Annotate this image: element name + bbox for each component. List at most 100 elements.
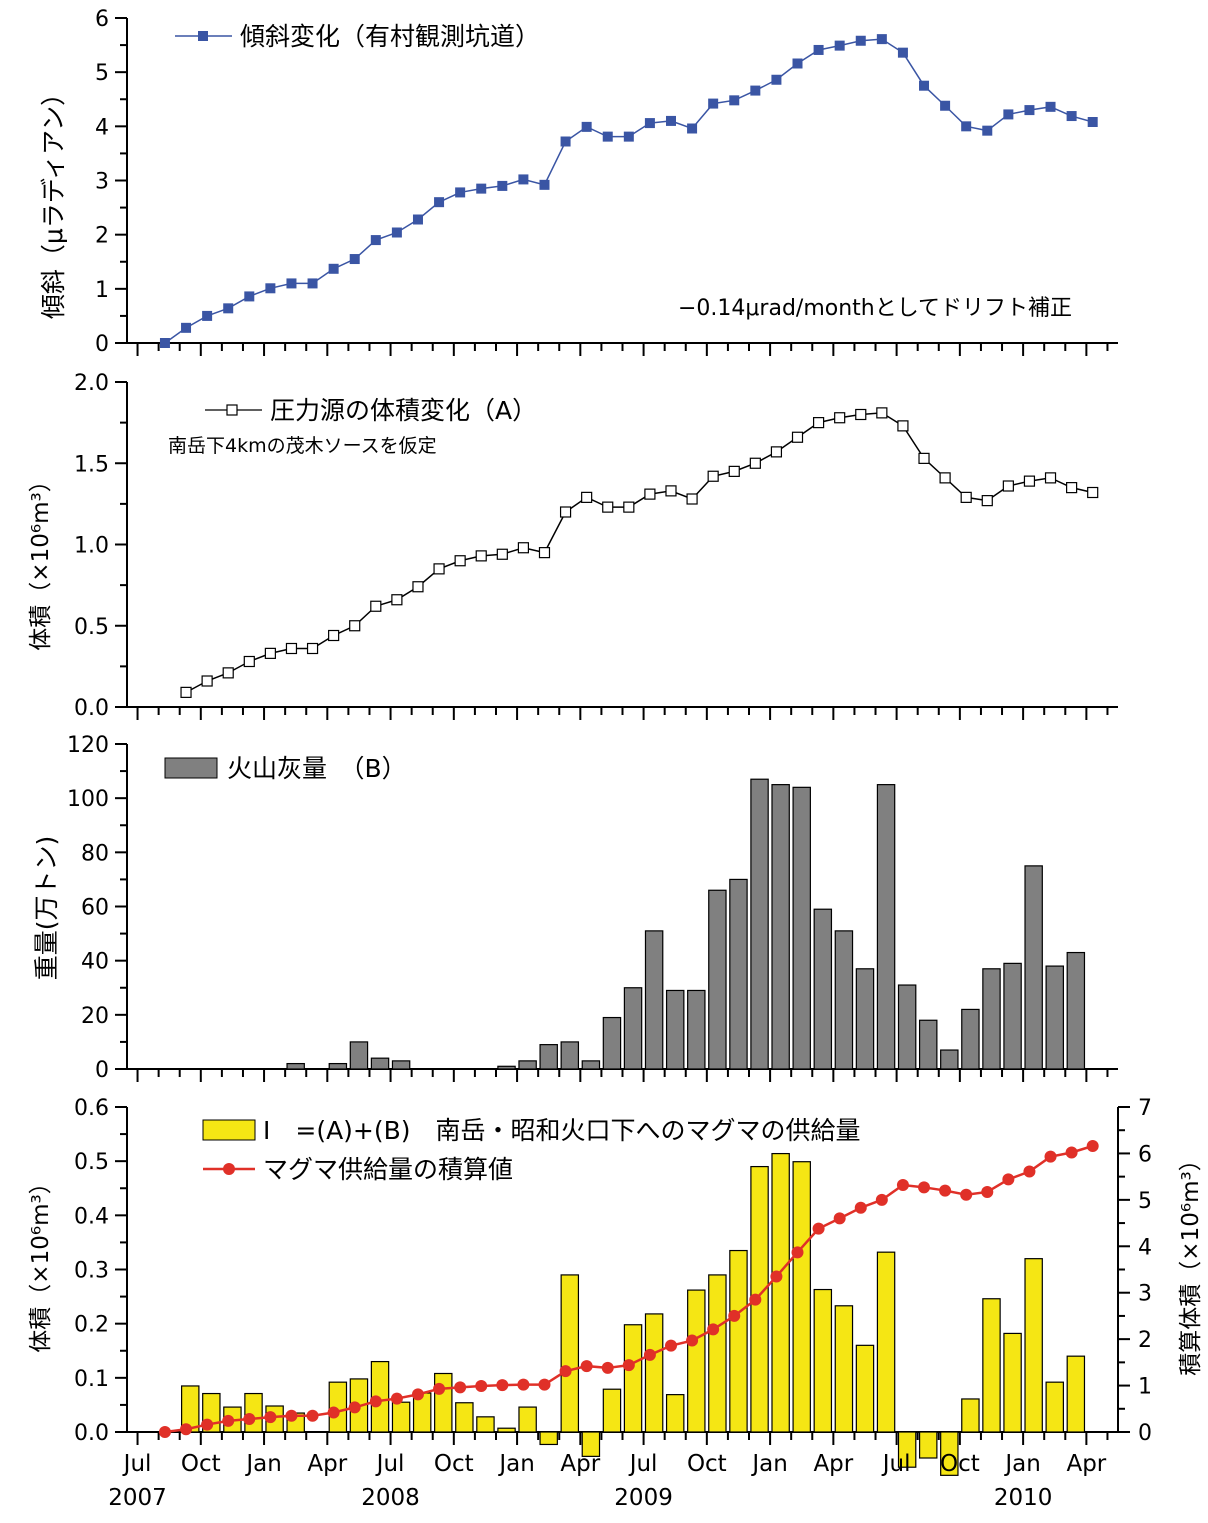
y-tick-label: 0: [95, 332, 109, 357]
cumulative-point: [454, 1381, 467, 1394]
data-point: [919, 80, 930, 91]
volume-y-ticks: 0.0 0.5 1.0 1.5 2.0: [74, 371, 127, 721]
cumulative-point: [770, 1270, 783, 1283]
cumulative-point: [264, 1411, 277, 1424]
bar: [792, 1161, 811, 1433]
cumulative-point: [496, 1379, 509, 1392]
data-point: [454, 555, 466, 567]
y-tick-label: 0.0: [74, 1421, 109, 1446]
y2-tick-label: 5: [1138, 1189, 1152, 1214]
bar: [771, 784, 790, 1070]
supply-legend-bar-text: I =(A)+(B) 南岳・昭和火口下へのマグマの供給量: [263, 1116, 861, 1145]
bar: [328, 1062, 348, 1070]
data-point: [433, 563, 445, 575]
data-point: [728, 465, 740, 477]
cumulative-point: [622, 1359, 635, 1372]
bar: [1003, 1332, 1022, 1433]
data-point: [939, 472, 951, 484]
y-tick-label: 0.2: [74, 1313, 109, 1338]
data-point: [708, 98, 719, 109]
bar: [1066, 951, 1086, 1070]
y2-tick-label: 4: [1138, 1235, 1152, 1260]
y-tick-label: 60: [81, 896, 109, 921]
data-point: [876, 34, 887, 45]
supply-legend-swatch: [202, 1119, 256, 1141]
x-axis-labels: Jul Oct Jan Apr Jul Oct Jan Apr Jul Oct Jan Apr Jul O…: [108, 1451, 1107, 1511]
x-tick-label: Apr: [560, 1451, 600, 1477]
data-point: [834, 40, 845, 51]
x-tick-label: Jul: [375, 1451, 405, 1477]
x-tick-label: Jul: [628, 1451, 658, 1477]
x-tick-label: Apr: [1066, 1451, 1106, 1477]
bar: [729, 1249, 748, 1433]
bar: [1045, 965, 1064, 1070]
cumulative-point: [222, 1414, 235, 1427]
x-tick-label: Jan: [244, 1451, 281, 1477]
data-point: [370, 235, 381, 246]
bar: [855, 1344, 875, 1433]
data-point: [961, 121, 972, 132]
data-point: [412, 581, 424, 593]
data-point: [223, 303, 234, 314]
data-point: [306, 642, 319, 655]
cumulative-point: [390, 1392, 403, 1405]
data-point: [813, 44, 824, 55]
tilt-drift-annotation: −0.14μrad/monthとしてドリフト補正: [678, 296, 1072, 321]
data-point: [391, 227, 402, 238]
y-tick-label: 6: [95, 7, 109, 32]
bar: [1066, 1355, 1086, 1433]
data-point: [581, 491, 593, 503]
cumulative-point: [707, 1323, 720, 1336]
cumulative-point: [285, 1409, 298, 1422]
bar: [750, 778, 769, 1070]
data-point: [265, 283, 276, 294]
data-point: [834, 412, 846, 424]
y-tick-label: 0.4: [74, 1204, 109, 1229]
y2-tick-label: 0: [1138, 1421, 1152, 1446]
data-point: [244, 291, 255, 302]
y-tick-label: 0.6: [74, 1096, 109, 1121]
data-point: [349, 254, 360, 265]
data-point: [623, 501, 635, 513]
volume-legend-marker: [226, 404, 238, 416]
bar: [328, 1381, 348, 1433]
y-tick-label: 0: [95, 1058, 109, 1083]
data-point: [434, 197, 445, 208]
supply-y-ticks: 0.0 0.1 0.2 0.3 0.4 0.5 0.6 0 1 2 3 4 5 6 7: [74, 1096, 1152, 1446]
bar: [391, 1401, 411, 1433]
panel-supply: 0.0 0.1 0.2 0.3 0.4 0.5 0.6 0 1 2 3 4 5 6 7 体積（×10⁶m³）…: [28, 1096, 1204, 1511]
bar: [349, 1041, 369, 1070]
ash-y-ticks: 0 20 40 60 80 100 120: [67, 733, 127, 1083]
cumulative-point: [348, 1401, 361, 1414]
bar: [813, 1288, 833, 1433]
x-tick-label: Jul: [881, 1451, 911, 1477]
year-label: 2007: [108, 1485, 167, 1511]
x-tick-label: Oct: [181, 1451, 221, 1477]
data-point: [307, 278, 318, 289]
data-point: [707, 470, 719, 482]
cumulative-point: [981, 1185, 994, 1198]
bar: [855, 968, 875, 1070]
bar: [961, 1008, 980, 1070]
panel-ash: 0 20 40 60 80 100 120 重量(万トン) 火山灰量 （B）: [32, 733, 1118, 1083]
data-point: [476, 183, 487, 194]
y-tick-label: 5: [95, 61, 109, 86]
data-point: [729, 95, 740, 106]
bar: [897, 1431, 917, 1468]
data-point: [475, 550, 487, 562]
y-tick-label: 1: [95, 278, 109, 303]
data-point: [391, 594, 403, 606]
data-point: [791, 431, 804, 443]
ash-legend-swatch: [164, 757, 218, 779]
data-point: [328, 263, 339, 274]
year-label: 2008: [361, 1485, 420, 1511]
cumulative-point: [517, 1378, 530, 1391]
bar: [370, 1057, 390, 1070]
bar: [687, 1289, 706, 1433]
year-label: 2009: [614, 1485, 673, 1511]
cumulative-point: [939, 1184, 952, 1197]
tilt-y-axis-label: 傾斜（μラディアン）: [39, 81, 68, 319]
cumulative-point: [201, 1418, 214, 1431]
data-point: [812, 417, 825, 429]
bar: [708, 1274, 727, 1433]
